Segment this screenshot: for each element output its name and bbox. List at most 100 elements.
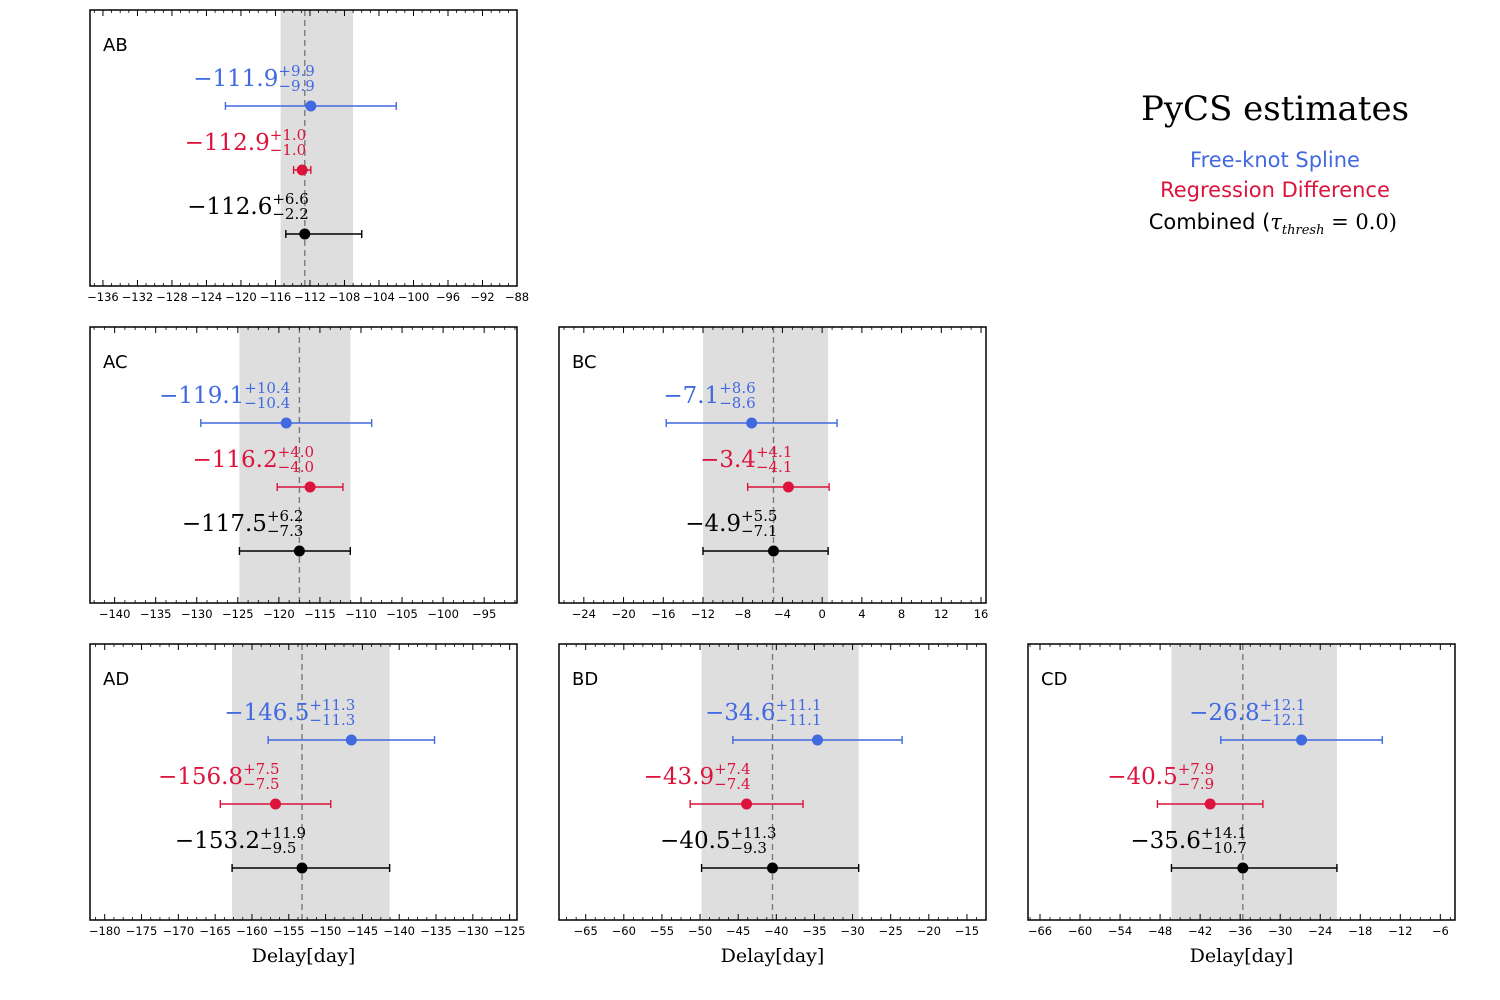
band-ac xyxy=(239,327,351,603)
data-point xyxy=(1237,862,1249,874)
tick-label: −104 xyxy=(363,290,395,304)
tick-label: −96 xyxy=(436,290,460,304)
value-label-plus: +6.6 xyxy=(272,190,308,208)
value-label-main: −119.1 xyxy=(159,383,244,409)
axes-frame-bd xyxy=(558,643,987,921)
value-label-main: −4.9 xyxy=(685,511,741,537)
tick-label: −116 xyxy=(260,290,292,304)
pair-label-bc: BC xyxy=(572,352,597,373)
value-label-plus: +11.3 xyxy=(731,824,777,842)
value-label-plus: +4.1 xyxy=(756,443,792,461)
series-spline-ac: −119.1+10.4−10.4 xyxy=(159,379,373,429)
legend-entry-combined: Combined (τthresh = 0.0) xyxy=(1149,210,1397,238)
value-label: −156.8+7.5 xyxy=(158,760,280,790)
value-label: −4.9+5.5 xyxy=(685,507,777,537)
value-label-main: −112.6 xyxy=(187,194,272,220)
value-label-minus: −7.5 xyxy=(243,775,279,793)
band-ab xyxy=(280,10,354,286)
series-combined-ac: −117.5+6.2−7.3 xyxy=(182,507,352,557)
value-label-main: −156.8 xyxy=(158,764,243,790)
tick-label: −110 xyxy=(345,607,377,621)
axes-frame-ab xyxy=(89,9,518,287)
axes-frame-ac xyxy=(89,326,518,604)
value-label-minus: −7.1 xyxy=(741,522,777,540)
axes-frame-ad xyxy=(89,643,518,921)
value-label-minus: −7.4 xyxy=(714,775,750,793)
value-label: −111.9+9.9 xyxy=(193,62,315,92)
tick-label: −45 xyxy=(726,924,750,938)
tick-label: 8 xyxy=(898,607,905,621)
x-axis-label-ad: Delay[day] xyxy=(252,945,356,967)
data-point xyxy=(1204,798,1216,810)
value-label: −112.6+6.6 xyxy=(187,190,309,220)
series-combined-ab: −112.6+6.6−2.2 xyxy=(187,190,363,240)
value-label-minus: −9.9 xyxy=(278,77,314,95)
tick-label: −100 xyxy=(398,290,430,304)
band-bd xyxy=(701,644,859,920)
tick-label: −92 xyxy=(470,290,494,304)
tick-label: −24 xyxy=(1308,924,1332,938)
tick-label: −54 xyxy=(1108,924,1132,938)
tick-label: −65 xyxy=(574,924,598,938)
data-point xyxy=(767,545,779,557)
tick-label: −160 xyxy=(236,924,268,938)
tick-label: −42 xyxy=(1188,924,1212,938)
tick-label: −36 xyxy=(1228,924,1252,938)
legend: PyCS estimates Free-knot Spline Regressi… xyxy=(1141,89,1409,238)
value-label-minus: −4.1 xyxy=(756,458,792,476)
value-label: −34.6+11.1 xyxy=(705,696,821,726)
value-label-minus: −7.9 xyxy=(1178,775,1214,793)
value-label-minus: −11.1 xyxy=(776,711,822,729)
value-label-minus: −4.0 xyxy=(278,458,314,476)
data-point xyxy=(741,798,753,810)
tick-label: −112 xyxy=(294,290,326,304)
data-point xyxy=(305,100,317,112)
value-label-minus: −10.7 xyxy=(1201,839,1247,857)
series-combined-cd: −35.6+14.1−10.7 xyxy=(1130,824,1338,874)
tick-label: −155 xyxy=(273,924,305,938)
panel-ad: −180 −175 −170 −165 −160 −155 −150 −145 −140 −135… xyxy=(89,643,526,967)
tick-label: −18 xyxy=(1348,924,1372,938)
tick-label: −128 xyxy=(156,290,188,304)
band-cd xyxy=(1171,644,1337,920)
tick-label: −124 xyxy=(191,290,223,304)
series-regdiff-bd: −43.9+7.4−7.4 xyxy=(644,760,804,810)
tick-label: −16 xyxy=(651,607,675,621)
value-label-plus: +12.1 xyxy=(1260,696,1306,714)
value-label-main: −35.6 xyxy=(1130,828,1200,854)
tick-label: −20 xyxy=(611,607,635,621)
tick-label: −108 xyxy=(329,290,361,304)
value-label: −117.5+6.2 xyxy=(182,507,304,537)
value-label-minus: −10.4 xyxy=(244,394,290,412)
value-label-main: −146.5 xyxy=(224,700,309,726)
value-label-main: −3.4 xyxy=(700,447,756,473)
tick-label: 12 xyxy=(934,607,949,621)
series-regdiff-bc: −3.4+4.1−4.1 xyxy=(700,443,830,493)
series-combined-bd: −40.5+11.3−9.3 xyxy=(660,824,860,874)
data-point xyxy=(299,228,311,240)
series-spline-bc: −7.1+8.6−8.6 xyxy=(663,379,838,429)
series-regdiff-cd: −40.5+7.9−7.9 xyxy=(1107,760,1264,810)
panel-ab: −136 −132 −128 −124 −120 −116 −112 −108 −104 −100… xyxy=(87,9,529,304)
legend-entry-regdiff: Regression Difference xyxy=(1160,178,1390,202)
data-point xyxy=(304,481,316,493)
tick-label: −125 xyxy=(494,924,526,938)
tick-label: −140 xyxy=(99,607,131,621)
pair-label-ac: AC xyxy=(103,352,128,373)
value-label: −26.8+12.1 xyxy=(1189,696,1305,726)
value-label-minus: −9.3 xyxy=(731,839,767,857)
series-regdiff-ad: −156.8+7.5−7.5 xyxy=(158,760,332,810)
value-label-plus: +11.1 xyxy=(776,696,822,714)
value-label-plus: +8.6 xyxy=(719,379,755,397)
tick-label: −12 xyxy=(691,607,715,621)
tick-label: −135 xyxy=(140,607,172,621)
tick-label: −66 xyxy=(1028,924,1052,938)
value-label: −40.5+11.3 xyxy=(660,824,776,854)
series-spline-bd: −34.6+11.1−11.1 xyxy=(705,696,903,746)
tick-label: −120 xyxy=(225,290,257,304)
tick-label: −135 xyxy=(420,924,452,938)
value-label-plus: +10.4 xyxy=(244,379,290,397)
value-label-plus: +4.0 xyxy=(278,443,314,461)
tick-label: −136 xyxy=(87,290,119,304)
